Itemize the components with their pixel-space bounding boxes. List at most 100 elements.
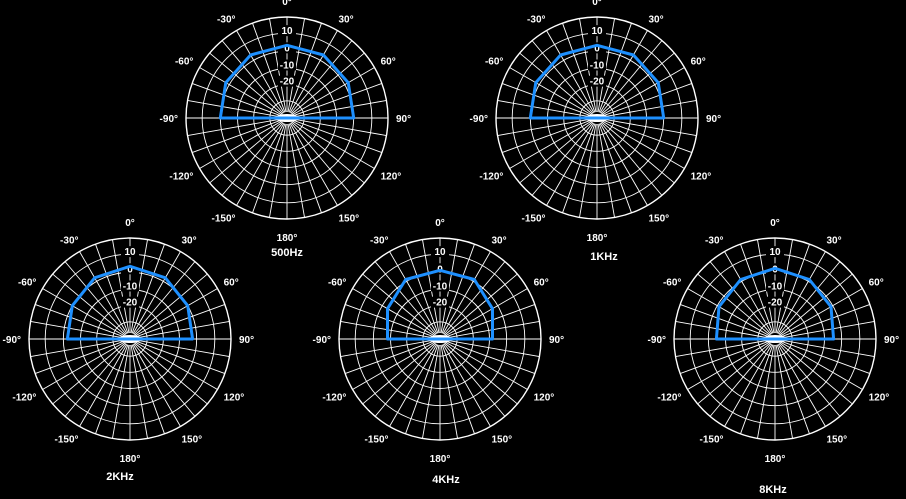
grid-spoke bbox=[779, 342, 853, 405]
angle-label: 90° bbox=[396, 114, 411, 125]
angle-label: -60° bbox=[175, 57, 193, 68]
grid-spoke bbox=[288, 123, 322, 214]
grid-spoke bbox=[34, 304, 125, 338]
radial-tick-bg bbox=[588, 42, 606, 54]
response-curve bbox=[528, 43, 666, 120]
angle-label: 150° bbox=[827, 435, 848, 446]
grid-spoke bbox=[562, 123, 596, 214]
grid-spoke bbox=[131, 344, 165, 435]
grid-spoke bbox=[598, 123, 632, 214]
grid-spoke bbox=[191, 119, 282, 153]
grid-spoke bbox=[724, 344, 773, 427]
angle-label: 0° bbox=[282, 0, 292, 8]
grid-spoke bbox=[291, 121, 365, 184]
angle-label: 120° bbox=[381, 172, 402, 183]
angle-label: 120° bbox=[691, 172, 712, 183]
grid-spoke bbox=[600, 122, 663, 196]
angle-label: -120° bbox=[479, 172, 503, 183]
grid-spoke bbox=[209, 121, 283, 184]
grid-spoke bbox=[519, 121, 593, 184]
grid-spoke bbox=[132, 251, 181, 334]
angle-label: 150° bbox=[492, 435, 513, 446]
grid-spoke bbox=[130, 344, 148, 439]
angle-label: -120° bbox=[169, 172, 193, 183]
grid-spoke bbox=[779, 273, 853, 336]
angle-label: -60° bbox=[18, 278, 36, 289]
angle-label: -90° bbox=[470, 114, 488, 125]
grid-spoke bbox=[497, 100, 592, 118]
angle-label: 180° bbox=[277, 233, 298, 244]
radial-tick-bg bbox=[121, 280, 139, 292]
angle-label: -60° bbox=[663, 278, 681, 289]
grid-spoke bbox=[236, 123, 285, 206]
grid-spoke bbox=[602, 83, 693, 117]
angle-label: -150° bbox=[699, 435, 723, 446]
grid-spoke bbox=[133, 343, 196, 417]
grid-spoke bbox=[422, 344, 440, 439]
grid-spoke bbox=[445, 288, 528, 337]
angle-label: -30° bbox=[527, 14, 545, 25]
radial-tick-label: -10 bbox=[768, 281, 783, 292]
grid-spoke bbox=[780, 341, 863, 390]
grid-spoke bbox=[292, 120, 375, 169]
angle-label: 180° bbox=[120, 454, 141, 465]
angle-label: -30° bbox=[370, 235, 388, 246]
grid-spoke bbox=[289, 30, 338, 113]
grid-spoke bbox=[440, 344, 458, 439]
grid-spoke bbox=[602, 100, 697, 118]
radial-tick-label: 0 bbox=[127, 264, 133, 275]
radial-tick-bg bbox=[278, 75, 296, 87]
grid-spoke bbox=[221, 122, 284, 196]
grid-spoke bbox=[289, 123, 338, 206]
grid-ring bbox=[338, 237, 542, 441]
angle-label: 60° bbox=[534, 278, 549, 289]
grid-spoke bbox=[442, 344, 491, 427]
radial-tick-bg bbox=[431, 296, 449, 308]
polar-chart-5: 100-10-200°30°60°90°120°150°180°-150°-12… bbox=[648, 218, 900, 496]
radial-tick-label: 10 bbox=[591, 26, 603, 37]
angle-label: -90° bbox=[160, 114, 178, 125]
response-curve bbox=[714, 266, 836, 341]
polar-chart-1: 10 0 -10 -20 0° 30° 60° 90° 120° 150° 180° -150° -12… bbox=[160, 0, 412, 259]
radial-tick-label: 0 bbox=[284, 43, 290, 54]
grid-spoke bbox=[501, 119, 592, 153]
radial-tick-bg bbox=[121, 296, 139, 308]
grid-spoke bbox=[252, 123, 286, 214]
grid-spoke bbox=[52, 342, 126, 405]
grid-spoke bbox=[509, 120, 592, 169]
angle-label: 150° bbox=[649, 214, 670, 225]
grid-spoke bbox=[531, 122, 594, 196]
grid-spoke bbox=[79, 251, 128, 334]
grid-spoke bbox=[740, 344, 774, 435]
chart-title: 8KHz bbox=[759, 484, 787, 496]
angle-label: 60° bbox=[381, 57, 396, 68]
grid-spoke bbox=[599, 123, 648, 206]
angle-label: 90° bbox=[706, 114, 721, 125]
response-curve bbox=[218, 43, 356, 120]
grid-spoke bbox=[64, 261, 127, 335]
angle-label: -60° bbox=[328, 278, 346, 289]
grid-spoke bbox=[79, 344, 128, 427]
grid-spoke bbox=[292, 118, 387, 136]
chart-title: 500Hz bbox=[271, 247, 303, 259]
angle-label: 150° bbox=[339, 214, 360, 225]
radial-tick-bg bbox=[121, 246, 139, 258]
grid-spoke bbox=[445, 340, 536, 374]
radial-tick-label: -20 bbox=[280, 77, 295, 88]
grid-spoke bbox=[441, 344, 475, 435]
angle-label: -90° bbox=[648, 335, 666, 346]
grid-spoke bbox=[599, 30, 648, 113]
radial-tick-label: -10 bbox=[433, 281, 448, 292]
grid-spoke bbox=[42, 288, 125, 337]
grid-spoke bbox=[187, 118, 282, 136]
grid-spoke bbox=[780, 340, 871, 374]
grid-spoke bbox=[501, 83, 592, 117]
radial-tick-bg bbox=[431, 246, 449, 258]
grid-spoke bbox=[579, 123, 597, 218]
grid-spoke bbox=[709, 343, 772, 417]
grid-spoke bbox=[135, 321, 230, 339]
grid-spoke bbox=[374, 343, 437, 417]
grid-spoke bbox=[340, 339, 435, 357]
grid-spoke bbox=[687, 341, 770, 390]
